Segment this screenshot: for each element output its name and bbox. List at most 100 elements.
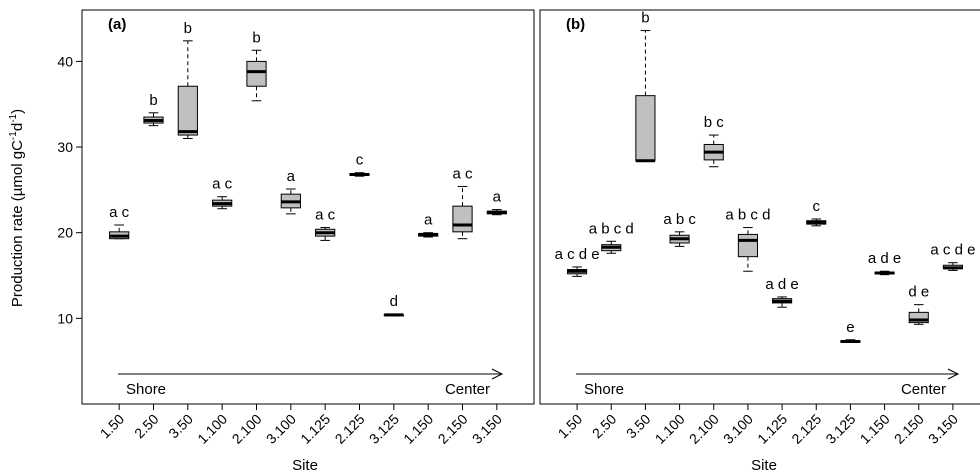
boxplot-b-4 bbox=[703, 134, 724, 168]
y-tick-label-40: 40 bbox=[57, 53, 73, 69]
y-axis-title-sup2: -1 bbox=[8, 113, 19, 122]
x-tick-label-b-11: 3.150 bbox=[925, 411, 961, 447]
arrow-start-label-b: Shore bbox=[584, 381, 624, 398]
significance-letter-a-5: a bbox=[287, 168, 296, 185]
significance-letter-a-4: b bbox=[252, 29, 260, 46]
boxplot-b-9 bbox=[874, 270, 895, 276]
boxplot-a-8 bbox=[383, 313, 404, 317]
x-axis-title-b: Site bbox=[751, 457, 777, 473]
boxplot-a-10 bbox=[452, 185, 473, 240]
significance-letter-b-3: a b c bbox=[663, 211, 696, 228]
x-tick-label-b-5: 3.100 bbox=[720, 411, 756, 447]
y-tick-label-10: 10 bbox=[57, 310, 73, 326]
boxplot-a-5 bbox=[280, 188, 301, 215]
x-tick-label-a-2: 3.50 bbox=[165, 411, 196, 442]
x-tick-label-a-0: 1.50 bbox=[97, 411, 128, 442]
box bbox=[177, 85, 198, 136]
x-tick-label-a-3: 1.100 bbox=[194, 411, 230, 447]
box bbox=[908, 311, 929, 324]
x-tick-label-a-7: 2.125 bbox=[332, 411, 368, 447]
x-tick-label-a-10: 2.150 bbox=[435, 411, 471, 447]
boxplot-b-10 bbox=[908, 304, 929, 325]
significance-letter-a-9: a bbox=[424, 212, 433, 229]
x-tick-label-b-9: 1.150 bbox=[857, 411, 893, 447]
box bbox=[635, 95, 656, 162]
significance-letter-a-6: a c bbox=[315, 207, 336, 224]
panel-label-a: (a) bbox=[108, 16, 126, 33]
x-tick-label-b-4: 2.100 bbox=[686, 411, 722, 447]
boxplot-b-8 bbox=[840, 339, 861, 343]
boxplot-b-5 bbox=[737, 227, 758, 272]
x-tick-label-b-6: 1.125 bbox=[754, 411, 790, 447]
y-axis-title-main: Production rate (µmol gC bbox=[9, 140, 26, 307]
panel-label-b: (b) bbox=[566, 16, 585, 33]
plot-frame-b bbox=[539, 9, 980, 405]
boxplot-b-2 bbox=[635, 30, 656, 163]
significance-letter-b-5: a b c d bbox=[725, 207, 770, 224]
x-tick-label-b-1: 2.50 bbox=[589, 411, 620, 442]
significance-letter-b-0: a c d e bbox=[555, 246, 600, 263]
significance-letter-b-1: a b c d bbox=[589, 220, 634, 237]
gradient-arrow-head-a bbox=[491, 368, 504, 380]
y-axis-title-end: ) bbox=[9, 109, 26, 114]
boxplot-b-0 bbox=[567, 266, 588, 277]
x-tick-label-b-8: 3.125 bbox=[822, 411, 858, 447]
significance-letter-b-7: c bbox=[813, 198, 821, 215]
x-tick-label-b-7: 2.125 bbox=[788, 411, 824, 447]
x-tick-label-a-9: 1.150 bbox=[400, 411, 436, 447]
x-tick-label-a-8: 3.125 bbox=[366, 411, 402, 447]
x-tick-label-b-10: 2.150 bbox=[891, 411, 927, 447]
panel-b: 1.50 2.50 3.501.1002.1003.1001.1252.1253.1… bbox=[539, 9, 980, 447]
boxplot-a-2 bbox=[177, 40, 198, 139]
x-tick-label-a-1: 2.50 bbox=[131, 411, 162, 442]
x-tick-label-b-0: 1.50 bbox=[555, 411, 586, 442]
significance-letter-b-6: a d e bbox=[765, 276, 798, 293]
significance-letter-b-8: e bbox=[846, 319, 854, 336]
significance-letter-b-11: a c d e bbox=[930, 242, 975, 259]
significance-letter-b-9: a d e bbox=[868, 250, 901, 267]
y-tick-label-30: 30 bbox=[57, 139, 73, 155]
significance-letter-a-0: a c bbox=[109, 204, 130, 221]
y-axis-title-sup1: -1 bbox=[8, 131, 19, 140]
boxplot-a-4 bbox=[246, 49, 267, 102]
arrow-start-label-a: Shore bbox=[126, 381, 166, 398]
y-axis-title: Production rate (µmol gC-1d-1) bbox=[8, 109, 26, 307]
x-tick-label-b-2: 3.50 bbox=[623, 411, 654, 442]
significance-letter-b-4: b c bbox=[704, 114, 725, 131]
boxplot-b-1 bbox=[601, 240, 622, 254]
boxplot-a-1 bbox=[143, 112, 164, 127]
boxplot-a-0 bbox=[109, 224, 130, 240]
x-tick-label-a-4: 2.100 bbox=[229, 411, 265, 447]
significance-letter-a-2: b bbox=[184, 20, 192, 37]
panel-a: 10 20 30 40 1.50 2.50 3.501.1002.1003.1001.125… bbox=[57, 9, 535, 447]
boxplot-a-3 bbox=[212, 196, 233, 210]
box bbox=[452, 205, 473, 233]
boxplot-a-11 bbox=[486, 209, 507, 216]
plot-frame-a bbox=[81, 9, 535, 405]
significance-letter-b-10: d e bbox=[908, 284, 929, 301]
boxplot-b-6 bbox=[772, 296, 793, 308]
box bbox=[737, 233, 758, 258]
significance-letter-b-2: b bbox=[641, 10, 649, 27]
significance-letter-a-1: b bbox=[149, 92, 157, 109]
x-tick-label-a-6: 1.125 bbox=[297, 411, 333, 447]
gradient-arrow-head-b bbox=[947, 368, 960, 380]
significance-letter-a-8: d bbox=[390, 293, 398, 310]
x-tick-label-a-11: 3.150 bbox=[469, 411, 505, 447]
significance-letter-a-3: a c bbox=[212, 176, 233, 193]
x-axis-title-a: Site bbox=[292, 457, 318, 473]
significance-letter-a-10: a c bbox=[452, 165, 473, 182]
boxplot-a-6 bbox=[315, 227, 336, 241]
x-tick-label-a-5: 3.100 bbox=[263, 411, 299, 447]
significance-letter-a-11: a bbox=[493, 189, 502, 206]
boxplot-a-7 bbox=[349, 172, 370, 177]
arrow-end-label-b: Center bbox=[901, 381, 946, 398]
arrow-end-label-a: Center bbox=[445, 381, 490, 398]
y-axis-title-mid: d bbox=[9, 123, 26, 131]
boxplot-b-3 bbox=[669, 231, 690, 247]
y-tick-label-20: 20 bbox=[57, 225, 73, 241]
y-axis-title-text: Production rate (µmol gC-1d-1) bbox=[8, 109, 26, 307]
significance-letter-a-7: c bbox=[356, 152, 364, 169]
